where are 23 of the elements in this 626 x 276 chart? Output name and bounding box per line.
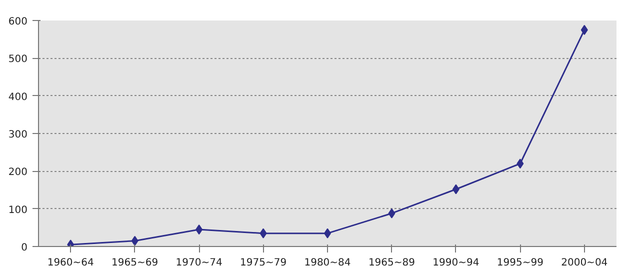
x-tick-label: 1965~89 xyxy=(368,258,416,268)
x-tick-label: 1960~64 xyxy=(47,258,94,268)
y-tick-label: 200 xyxy=(8,167,28,178)
point xyxy=(196,224,203,235)
point xyxy=(452,184,460,194)
y-tick-label: 400 xyxy=(8,92,28,103)
y-tick-label: 100 xyxy=(8,204,28,216)
x-tick-label: 1980~84 xyxy=(304,258,351,268)
y-tick-label: 500 xyxy=(8,54,28,66)
y-tick-label: 0 xyxy=(21,242,28,254)
point xyxy=(388,208,396,218)
y-tick-label: 600 xyxy=(8,16,28,28)
x-tick-label: 1975~79 xyxy=(240,258,287,268)
x-tick-label: 1995~99 xyxy=(496,258,544,268)
y-tick-label: 300 xyxy=(8,130,28,140)
point xyxy=(580,24,588,35)
point xyxy=(516,158,524,169)
x-tick-label: 2000~04 xyxy=(561,258,608,268)
point xyxy=(131,236,138,246)
x-tick-label: 1965~69 xyxy=(112,258,158,268)
point xyxy=(260,228,267,238)
x-tick-label: 1990~94 xyxy=(432,258,480,268)
x-tick-label: 1970~74 xyxy=(176,258,222,268)
